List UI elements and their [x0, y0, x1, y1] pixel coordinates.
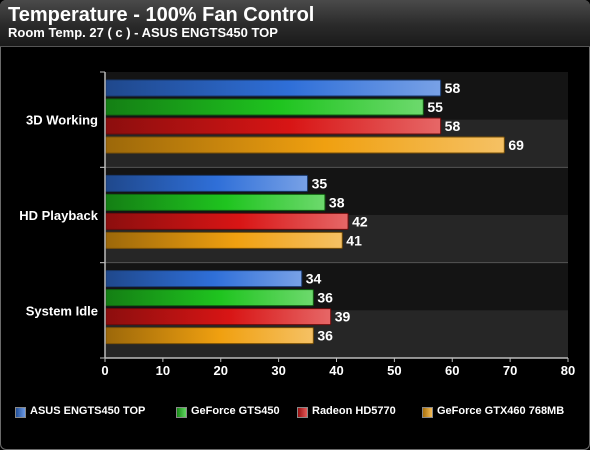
bar-value-label: 36 — [317, 290, 333, 306]
bar — [105, 212, 349, 230]
bar-value-label: 38 — [329, 194, 345, 210]
category-label: HD Playback — [19, 208, 99, 223]
bar — [105, 174, 309, 192]
bar-value-label: 35 — [312, 175, 328, 191]
chart-legend: ASUS ENGTS450 TOP GeForce GTS450 Radeon HD… — [0, 402, 590, 422]
bar-value-label: 58 — [445, 118, 461, 134]
bar — [105, 270, 303, 288]
bar — [105, 327, 314, 345]
legend-swatch — [422, 407, 433, 418]
bar — [105, 136, 505, 154]
bar-value-label: 34 — [306, 271, 322, 287]
bar — [105, 289, 314, 307]
legend-label: Radeon HD5770 — [312, 405, 396, 417]
bar-value-label: 41 — [346, 232, 362, 248]
chart-title: Temperature - 100% Fan Control — [8, 4, 315, 26]
chart-header: Temperature - 100% Fan Control Room Temp… — [0, 0, 590, 47]
bar-value-label: 42 — [352, 213, 368, 229]
bar — [105, 98, 424, 116]
bar — [105, 231, 343, 249]
legend-label: ASUS ENGTS450 TOP — [30, 405, 146, 417]
bar — [105, 117, 442, 135]
x-tick-label: 40 — [329, 363, 343, 378]
legend-swatch — [297, 407, 308, 418]
x-tick-label: 50 — [387, 363, 401, 378]
category-label: System Idle — [26, 303, 98, 318]
legend-label: GeForce GTX460 768MB — [437, 405, 565, 417]
bar-value-label: 55 — [427, 99, 443, 115]
x-tick-label: 60 — [445, 363, 459, 378]
bar-value-label: 36 — [317, 328, 333, 344]
x-tick-label: 10 — [156, 363, 170, 378]
bar-value-label: 39 — [335, 309, 351, 325]
bar — [105, 308, 332, 326]
x-tick-label: 80 — [561, 363, 575, 378]
bar-series — [105, 79, 505, 345]
x-tick-label: 30 — [271, 363, 285, 378]
bar — [105, 79, 442, 97]
category-label: 3D Working — [26, 113, 98, 128]
chart-subtitle: Room Temp. 27 ( c ) - ASUS ENGTS450 TOP — [8, 25, 278, 40]
bar-value-label: 69 — [508, 137, 524, 153]
bar-value-label: 58 — [445, 80, 461, 96]
legend-swatch — [176, 407, 187, 418]
x-tick-label: 70 — [503, 363, 517, 378]
x-tick-label: 20 — [214, 363, 228, 378]
axes — [100, 71, 569, 362]
legend-label: GeForce GTS450 — [191, 405, 280, 417]
x-tick-label: 0 — [101, 363, 108, 378]
bar — [105, 193, 326, 211]
legend-swatch — [15, 407, 26, 418]
